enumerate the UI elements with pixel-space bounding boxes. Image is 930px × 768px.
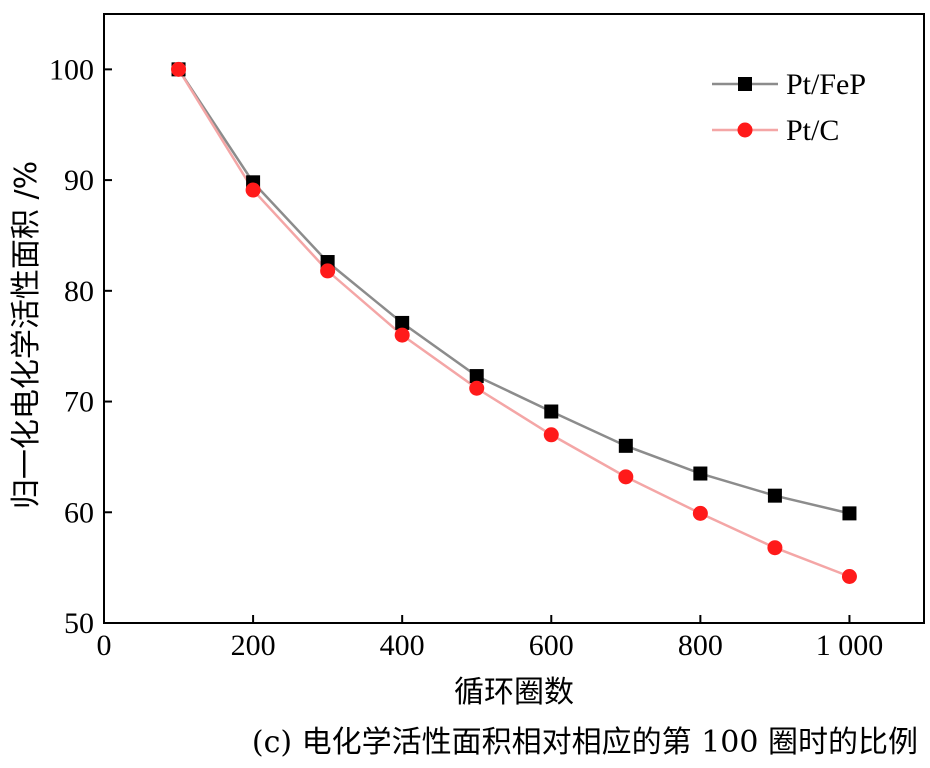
series-line: [177, 68, 850, 578]
data-point: [245, 182, 261, 198]
y-tick-label: 90: [64, 164, 94, 197]
x-tick-label: 1 000: [816, 629, 884, 662]
data-point: [618, 438, 633, 453]
figure-caption: (c) 电化学活性面积相对相应的第 100 圈时的比例: [252, 725, 918, 760]
legend-label: Pt/FeP: [786, 68, 866, 101]
plot-frame: [103, 13, 925, 624]
legend-marker: [738, 77, 752, 91]
x-tick-label: 0: [97, 629, 112, 662]
y-tick-label: 80: [64, 275, 94, 308]
data-point: [693, 466, 708, 481]
data-point: [692, 505, 708, 521]
x-tick-label: 600: [529, 629, 574, 662]
data-point: [320, 263, 336, 279]
legend-marker: [737, 122, 753, 138]
y-axis: 50 60 70 80 90 100: [49, 53, 112, 640]
y-axis-title: 归一化电化学活性面积 /%: [9, 161, 44, 509]
data-point: [469, 369, 484, 384]
x-tick-label: 400: [380, 629, 425, 662]
data-point: [841, 568, 857, 584]
data-point: [767, 540, 783, 556]
y-tick-label: 100: [49, 53, 94, 86]
data-point: [395, 315, 410, 330]
x-axis: 0 200 400 600 800 1 000: [97, 615, 884, 662]
data-point: [394, 327, 410, 343]
y-tick-label: 50: [64, 607, 94, 640]
data-point: [618, 469, 634, 485]
series-line: [177, 68, 850, 515]
legend-label: Pt/C: [786, 114, 839, 147]
data-point: [171, 61, 187, 77]
legend: Pt/FeP Pt/C: [712, 68, 866, 147]
x-tick-label: 200: [231, 629, 276, 662]
series-layer: [171, 61, 857, 584]
x-tick-label: 800: [678, 629, 723, 662]
data-point: [842, 506, 857, 521]
data-point: [469, 380, 485, 396]
data-point: [544, 404, 559, 419]
x-axis-title: 循环圈数: [454, 675, 574, 710]
y-tick-label: 60: [64, 496, 94, 529]
y-tick-label: 70: [64, 386, 94, 419]
data-point: [767, 488, 782, 503]
data-point: [543, 427, 559, 443]
